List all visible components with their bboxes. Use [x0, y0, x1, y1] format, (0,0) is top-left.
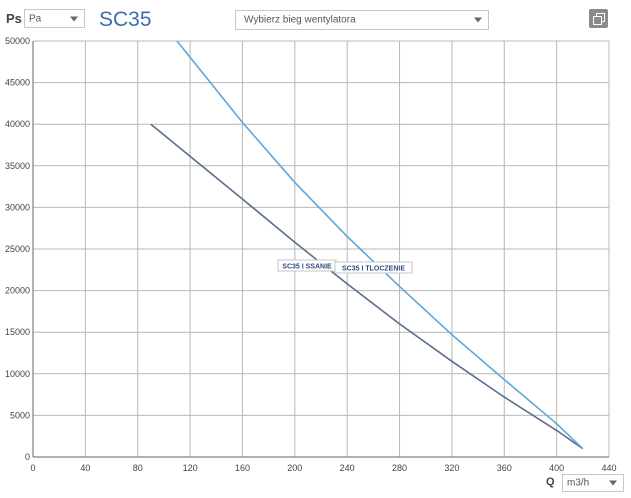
x-tick-label: 360 — [497, 463, 512, 473]
x-tick-label: 320 — [444, 463, 459, 473]
x-tick-label: 120 — [183, 463, 198, 473]
x-tick-label: 400 — [549, 463, 564, 473]
x-tick-label: 280 — [392, 463, 407, 473]
y-tick-label: 35000 — [5, 161, 30, 171]
x-tick-label: 0 — [30, 463, 35, 473]
y-axis-label: Ps — [6, 11, 22, 26]
y-tick-label: 20000 — [5, 286, 30, 296]
x-tick-label: 440 — [601, 463, 616, 473]
y-tick-label: 0 — [25, 452, 30, 462]
x-tick-label: 240 — [340, 463, 355, 473]
y-tick-label: 50000 — [5, 36, 30, 46]
chart-grid — [32, 40, 610, 458]
chevron-down-icon — [70, 16, 78, 21]
y-tick-label: 5000 — [10, 410, 30, 420]
chart-tick-labels: 0 40 80 120 160 200 240 280 320 360 400 440 0 5000 100… — [5, 36, 617, 473]
x-tick-label: 160 — [235, 463, 250, 473]
flow-unit-select[interactable]: m3/h — [562, 474, 624, 492]
series-line-2 — [176, 41, 584, 450]
series-label-box — [334, 261, 413, 274]
chart-series — [150, 41, 584, 450]
x-axis-label: Q — [546, 476, 555, 488]
pressure-flow-chart: 0 40 80 120 160 200 240 280 320 360 400 440 0 5000 100… — [5, 36, 617, 473]
chart-series-labels: SC35 I SSANIE SC35 I TLOCZENIE — [277, 259, 413, 274]
chevron-down-icon — [474, 17, 482, 23]
pressure-unit-select[interactable]: Pa — [24, 9, 85, 28]
series-line-1 — [150, 123, 584, 450]
y-tick-label: 15000 — [5, 327, 30, 337]
fan-speed-select[interactable]: Wybierz bieg wentylatora — [235, 10, 489, 30]
x-tick-label: 200 — [287, 463, 302, 473]
restore-window-icon[interactable] — [589, 9, 608, 28]
x-tick-label: 40 — [80, 463, 90, 473]
series-label: SC35 I SSANIE — [282, 264, 332, 271]
y-tick-label: 10000 — [5, 369, 30, 379]
page-title: SC35 — [99, 8, 152, 31]
y-tick-label: 40000 — [5, 119, 30, 129]
flow-unit-value: m3/h — [567, 477, 590, 489]
fan-speed-placeholder: Wybierz bieg wentylatora — [244, 14, 356, 26]
y-tick-label: 30000 — [5, 202, 30, 212]
y-tick-label: 25000 — [5, 244, 30, 254]
x-tick-label: 80 — [133, 463, 143, 473]
pressure-unit-value: Pa — [29, 13, 42, 24]
chevron-down-icon — [609, 480, 617, 486]
series-label: SC35 I TLOCZENIE — [342, 266, 405, 273]
y-tick-label: 45000 — [5, 78, 30, 88]
